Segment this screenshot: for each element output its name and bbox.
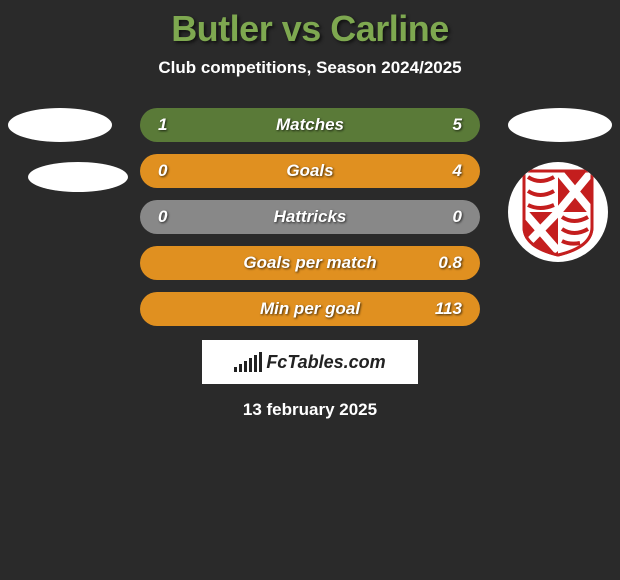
- player-right-ellipse-1: [508, 108, 612, 142]
- club-crest-circle: [508, 162, 608, 262]
- stat-right-value: 0: [432, 207, 462, 227]
- stat-bar-matches: 1 Matches 5: [140, 108, 480, 142]
- crest-icon: [520, 167, 596, 257]
- stat-rows-container: 1 Matches 5 0 Goals 4 0 Hattricks 0 Goals per mat…: [140, 108, 480, 326]
- page-title: Butler vs Carline: [0, 8, 620, 50]
- logo-content: FcTables.com: [234, 352, 385, 373]
- right-player-shapes: [508, 108, 612, 262]
- stats-area: 1 Matches 5 0 Goals 4 0 Hattricks 0 Goals per mat…: [0, 108, 620, 326]
- logo-bar-segment: [244, 361, 247, 372]
- stat-bar-goals: 0 Goals 4: [140, 154, 480, 188]
- stat-label: Min per goal: [260, 299, 360, 319]
- stat-bar-hattricks: 0 Hattricks 0: [140, 200, 480, 234]
- stat-right-value: 113: [432, 299, 462, 319]
- main-container: Butler vs Carline Club competitions, Sea…: [0, 0, 620, 428]
- stat-label: Goals per match: [243, 253, 376, 273]
- stat-left-value: 0: [158, 207, 188, 227]
- left-player-shapes: [8, 108, 128, 192]
- stat-right-value: 5: [432, 115, 462, 135]
- stat-label: Matches: [276, 115, 344, 135]
- stat-label: Goals: [286, 161, 333, 181]
- stat-bar-goals-per-match: Goals per match 0.8: [140, 246, 480, 280]
- stat-left-value: 1: [158, 115, 188, 135]
- subtitle-text: Club competitions, Season 2024/2025: [0, 58, 620, 78]
- stat-label: Hattricks: [274, 207, 347, 227]
- logo-bar-segment: [239, 364, 242, 372]
- logo-bar-segment: [259, 352, 262, 372]
- logo-bar-segment: [254, 355, 257, 372]
- stat-right-value: 0.8: [432, 253, 462, 273]
- club-crest-shield: [520, 167, 596, 257]
- stat-left-value: 0: [158, 161, 188, 181]
- player-left-ellipse-1: [8, 108, 112, 142]
- date-text: 13 february 2025: [0, 400, 620, 420]
- logo-bar-segment: [249, 358, 252, 372]
- stat-right-value: 4: [432, 161, 462, 181]
- logo-bars-icon: [234, 352, 262, 372]
- fctables-logo-box[interactable]: FcTables.com: [202, 340, 418, 384]
- logo-text: FcTables.com: [266, 352, 385, 373]
- logo-bar-segment: [234, 367, 237, 372]
- stat-bar-min-per-goal: Min per goal 113: [140, 292, 480, 326]
- player-left-ellipse-2: [28, 162, 128, 192]
